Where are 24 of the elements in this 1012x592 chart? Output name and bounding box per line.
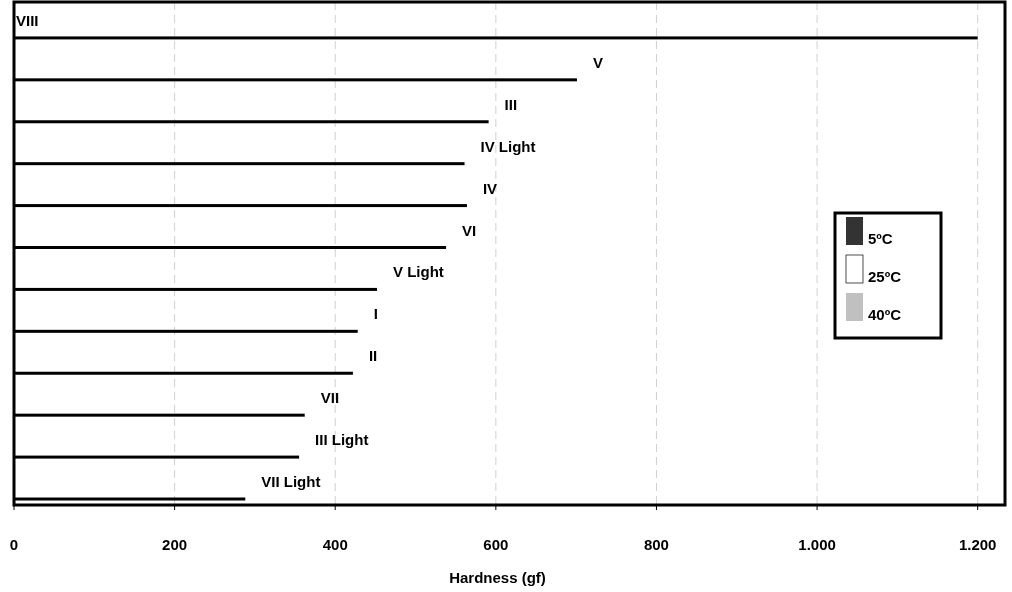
annotation: 40ºC <box>868 306 902 323</box>
y-tick-label: V <box>592 53 603 71</box>
x-tick-label: 800 <box>643 536 669 553</box>
y-tick-label: VI <box>462 221 477 239</box>
y-tick-label: III <box>504 95 518 113</box>
y-tick-label: VII <box>320 389 340 407</box>
y-tick-label: III Light <box>315 431 369 449</box>
x-tick-label: 1.000 <box>798 536 836 553</box>
y-tick-label: V Light <box>392 263 444 281</box>
x-tick-label: 1.200 <box>958 536 997 553</box>
x-tick-label: 400 <box>322 536 348 553</box>
y-tick-label: II <box>368 347 378 365</box>
x-tick-label: 600 <box>483 536 509 553</box>
x-axis-title: Hardness (gf) <box>449 569 546 586</box>
y-tick-label: IV Light <box>480 137 536 155</box>
x-tick-label: 200 <box>162 536 188 553</box>
annotation: 25ºC <box>868 268 902 285</box>
y-tick-label: I <box>373 305 378 323</box>
y-tick-label: VIII <box>16 11 39 29</box>
y-tick-label: VII Light <box>261 473 321 490</box>
annotation: 5ºC <box>868 230 893 247</box>
legend-box: 5ºC 25ºC 40ºC <box>833 211 943 340</box>
y-tick-label: IV <box>482 179 498 197</box>
x-tick-label: 0 <box>9 536 19 553</box>
